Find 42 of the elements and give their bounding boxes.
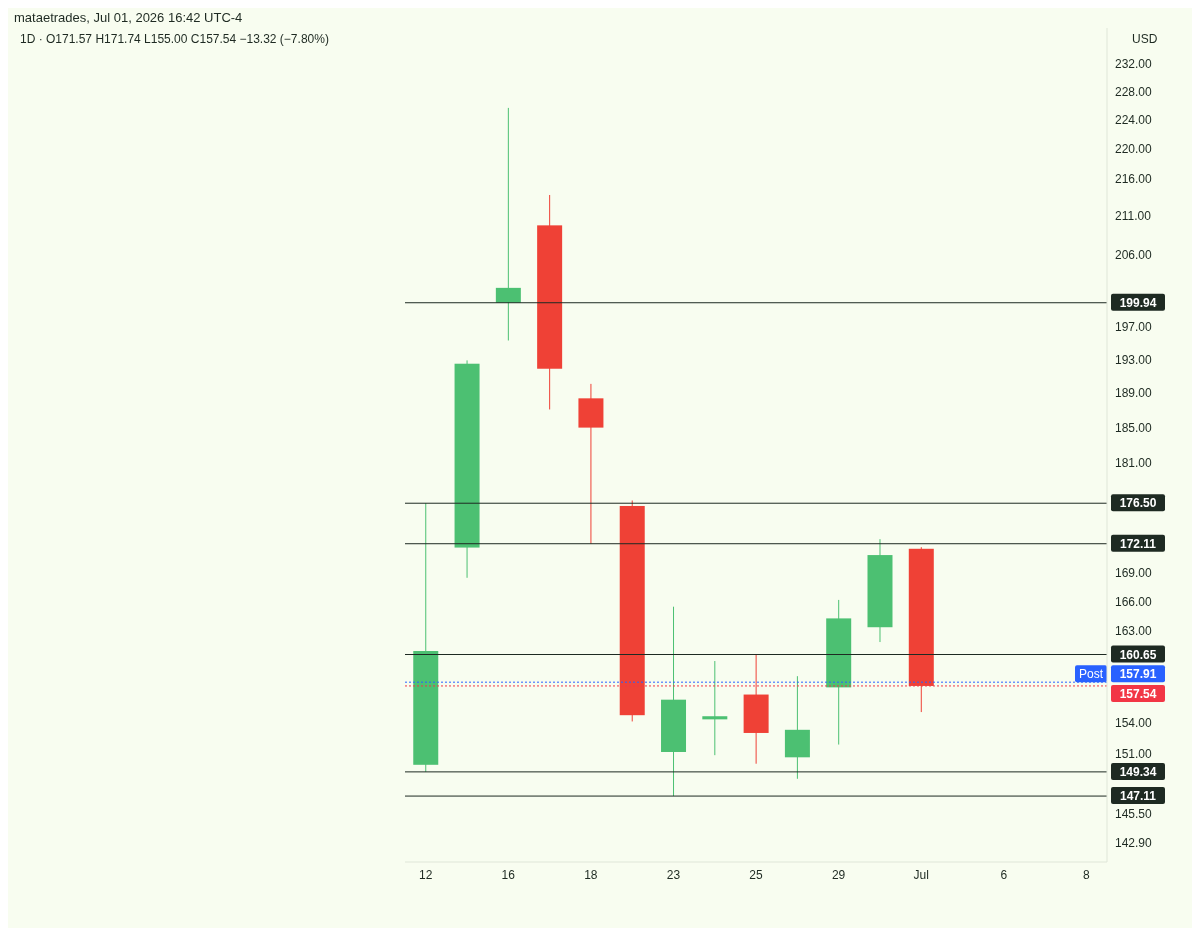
- y-tick-label: 193.00: [1115, 352, 1153, 367]
- y-tick-label: 169.00: [1115, 566, 1153, 581]
- y-tick-label: 163.00: [1115, 624, 1153, 639]
- ref-line-label: 147.11: [1119, 789, 1157, 804]
- y-tick-label: 216.00: [1115, 171, 1153, 186]
- y-tick-label: 224.00: [1115, 113, 1153, 128]
- ref-line-label: 199.94: [1119, 295, 1157, 310]
- y-tick-label: 185.00: [1115, 420, 1153, 435]
- annotation: Post: [1078, 667, 1104, 682]
- y-tick-label: 228.00: [1115, 84, 1153, 99]
- y-tick-label: 166.00: [1115, 595, 1153, 610]
- y-tick-label: 211.00: [1115, 209, 1152, 224]
- x-tick-label: 29: [831, 867, 846, 882]
- x-tick-label: 18: [584, 867, 598, 882]
- y-tick-label: 206.00: [1115, 248, 1153, 262]
- y-tick-label: 181.00: [1115, 456, 1153, 471]
- ref-line-label: 160.65: [1119, 647, 1157, 662]
- text: 1D · O171.57 H171.74 L155.00 C157.54 −13.32 (−7.80%): [20, 32, 329, 46]
- y-tick-label: 232.00: [1115, 56, 1153, 71]
- y-axis-title: USD: [1132, 32, 1158, 46]
- y-tick-label: 220.00: [1115, 142, 1153, 157]
- x-tick-label: 25: [749, 867, 763, 882]
- y-tick-label: 151.00: [1115, 747, 1153, 762]
- candlestick: [495, 107, 521, 341]
- y-tick-label: 154.00: [1115, 715, 1153, 730]
- ref-line-label: 149.34: [1119, 764, 1157, 779]
- y-tick-label: 197.00: [1115, 319, 1153, 334]
- y-tick-label: 145.50: [1115, 807, 1153, 822]
- y-tick-label: 189.00: [1115, 386, 1153, 401]
- ref-line-label: 176.50: [1119, 496, 1157, 511]
- x-tick-label: 12: [418, 867, 433, 882]
- y-tick-label: 142.90: [1115, 836, 1153, 851]
- x-tick-label: 6: [1000, 867, 1008, 882]
- ref-line-label: 157.91: [1119, 667, 1157, 682]
- ref-line-label: 172.11: [1119, 536, 1157, 551]
- x-tick-label: Jul: [913, 867, 929, 882]
- candlestick: [702, 660, 728, 756]
- x-tick-label: 23: [666, 867, 681, 882]
- ref-line-label: 157.54: [1119, 686, 1157, 701]
- x-tick-label: 8: [1083, 867, 1091, 882]
- text: mataetrades, Jul 01, 2026 16:42 UTC-4: [14, 10, 243, 25]
- x-tick-label: 16: [501, 867, 516, 882]
